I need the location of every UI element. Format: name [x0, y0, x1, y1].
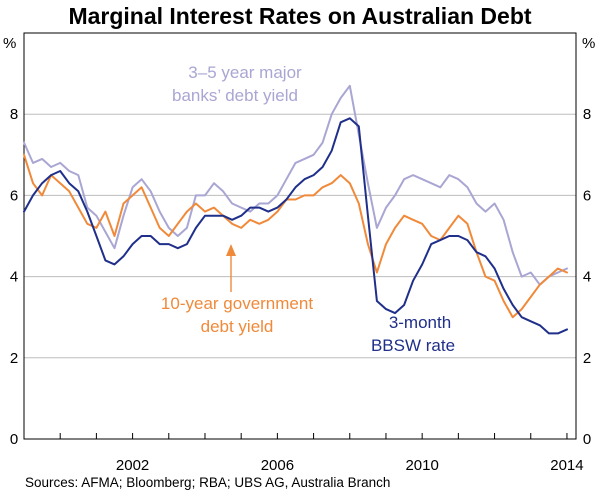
y-tick-label-right-0: 0 [583, 431, 591, 448]
y-tick-label-left-4: 4 [10, 269, 18, 286]
source-note: Sources: AFMA; Bloomberg; RBA; UBS AG, A… [25, 475, 390, 490]
x-ticks [23, 433, 568, 439]
label-govt-line2: debt yield [201, 317, 274, 336]
y-tick-label-left-8: 8 [10, 106, 18, 123]
x-tick-label-2002: 2002 [116, 457, 149, 474]
x-tick-labels: 2002 2006 2010 2014 [116, 457, 584, 474]
label-bank-debt-line1: 3–5 year major [188, 63, 302, 82]
x-tick-label-2010: 2010 [405, 457, 438, 474]
series-line-govt_10y [23, 153, 568, 319]
y-tick-labels: 0 0 2 2 4 4 6 6 8 8 [10, 106, 591, 448]
series-line-bbsw [23, 117, 568, 335]
label-govt-line1: 10-year government [161, 294, 313, 313]
y-tick-label-left-0: 0 [10, 431, 18, 448]
y-tick-label-left-6: 6 [10, 187, 18, 204]
label-bbsw-line2: BBSW rate [371, 336, 455, 355]
label-bbsw-line1: 3-month [389, 313, 451, 332]
y-tick-label-right-2: 2 [583, 350, 591, 367]
x-tick-label-2014: 2014 [550, 457, 583, 474]
y-axis-unit-right: % [582, 35, 595, 52]
govt-label-arrowhead [226, 244, 236, 256]
x-tick-label-2006: 2006 [261, 457, 294, 474]
y-axis-unit-left: % [3, 35, 16, 52]
grid [24, 113, 576, 359]
y-tick-label-right-4: 4 [583, 269, 591, 286]
y-tick-label-right-6: 6 [583, 187, 591, 204]
y-tick-label-right-8: 8 [583, 106, 591, 123]
y-tick-label-left-2: 2 [10, 350, 18, 367]
chart-title: Marginal Interest Rates on Australian De… [68, 3, 531, 29]
series-line-bank_debt [23, 84, 568, 286]
label-bank-debt-line2: banks’ debt yield [172, 86, 298, 105]
plot-frame [23, 32, 577, 440]
series-lines [23, 84, 568, 335]
